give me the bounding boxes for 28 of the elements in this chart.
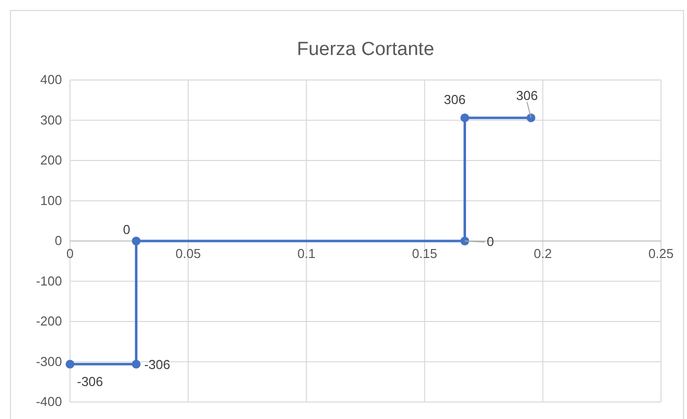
- y-tick-label: 0: [54, 233, 62, 248]
- y-tick-label: -300: [36, 354, 62, 369]
- x-tick-label: 0.2: [534, 246, 552, 262]
- data-label: -306: [144, 357, 170, 372]
- data-label: 0: [486, 234, 494, 249]
- data-label: 0: [122, 222, 130, 237]
- y-tick-label: 300: [40, 112, 62, 128]
- x-tick-label: 0: [66, 246, 74, 262]
- point: [132, 236, 141, 246]
- y-tick-label: 100: [40, 192, 62, 208]
- x-tick-label: 0.25: [648, 246, 674, 262]
- point: [460, 236, 470, 246]
- point: [132, 360, 141, 369]
- x-tick-label: 0.1: [297, 246, 316, 262]
- point: [66, 360, 74, 369]
- y-tick-label: -200: [36, 314, 62, 329]
- point: [460, 113, 470, 122]
- data-label: 306: [444, 92, 466, 107]
- x-tick-label: 0.05: [176, 246, 201, 262]
- chart-title: Fuerza Cortante: [296, 39, 434, 60]
- y-tick-label: -100: [36, 273, 62, 288]
- data-label: -306: [76, 374, 104, 390]
- data-label: 306: [516, 88, 538, 103]
- y-tick-label: 400: [40, 72, 62, 88]
- point: [526, 113, 536, 122]
- y-tick-label: 200: [40, 152, 62, 168]
- y-tick-label: -400: [36, 394, 62, 410]
- x-tick-label: 0.15: [412, 246, 438, 262]
